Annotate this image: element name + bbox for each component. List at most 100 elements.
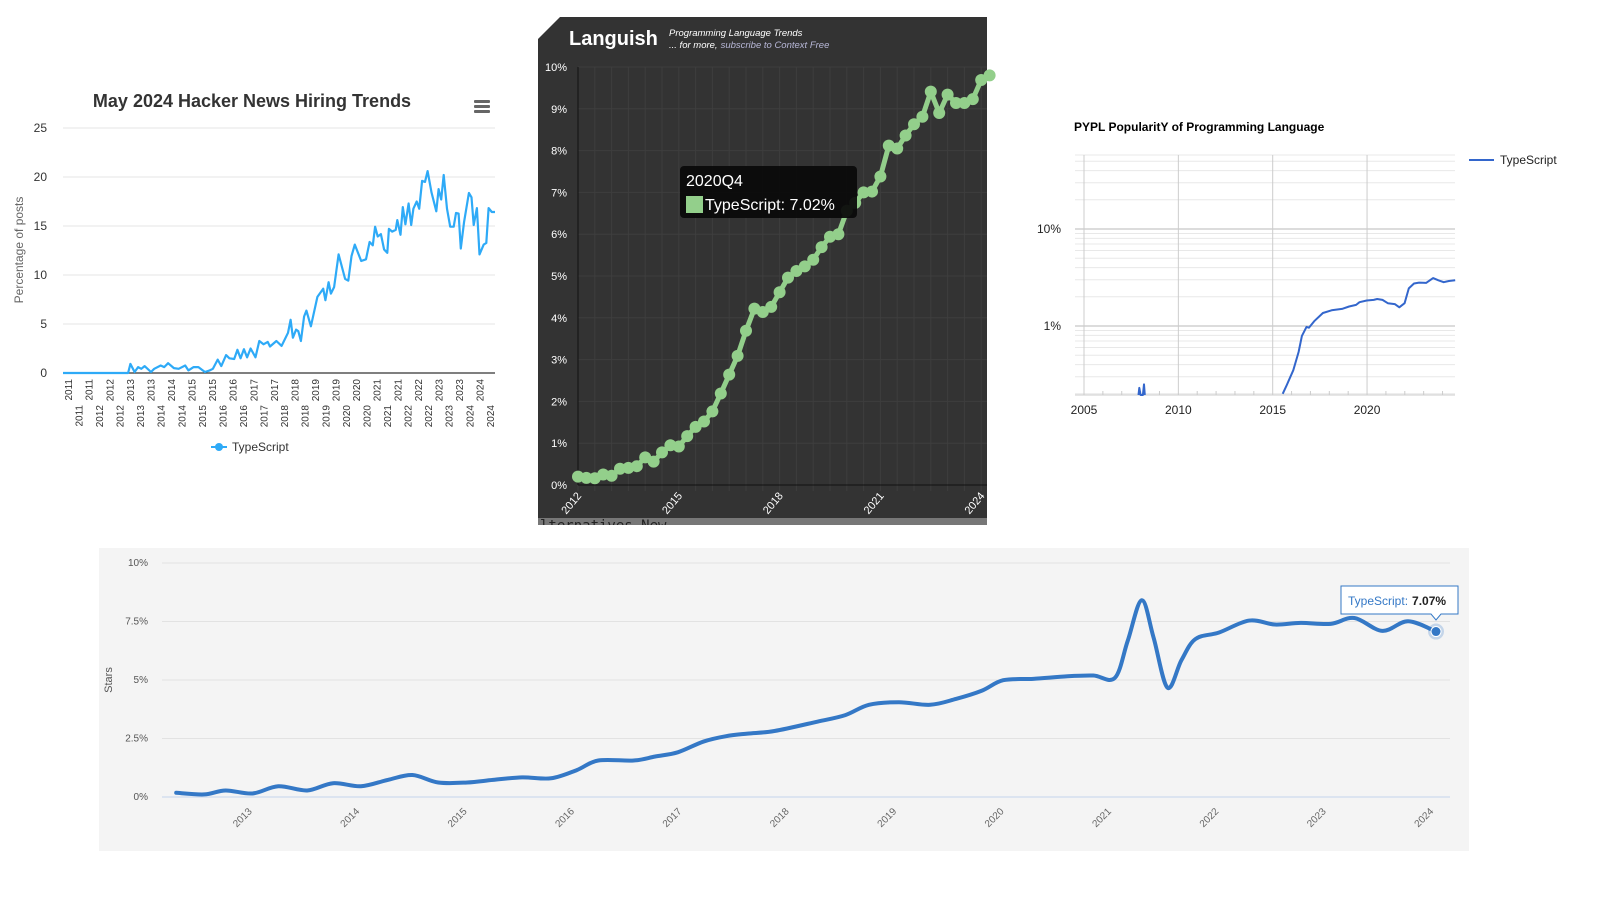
data-point[interactable] — [656, 446, 668, 459]
data-point[interactable] — [723, 368, 736, 381]
data-point[interactable] — [807, 253, 820, 266]
x-tick-label: 2015 — [198, 405, 209, 428]
x-tick-label: 2017 — [260, 405, 271, 428]
data-point[interactable] — [815, 241, 828, 254]
data-point[interactable] — [891, 142, 904, 155]
tooltip-box — [680, 166, 857, 218]
chart-subtitle: Programming Language Trends — [669, 28, 803, 39]
data-point[interactable] — [706, 405, 719, 418]
x-tick-label: 2020 — [352, 379, 363, 402]
data-point[interactable] — [782, 271, 794, 284]
x-tick-label: 2014 — [167, 379, 178, 402]
legend-item-typescript[interactable]: TypeScript — [211, 440, 289, 454]
data-point[interactable] — [681, 430, 694, 443]
y-tick-label: 25 — [34, 121, 48, 135]
x-tick-label: 2021 — [383, 405, 394, 428]
x-tick-label: 2020 — [362, 405, 373, 428]
x-tick-label: 2024 — [465, 405, 476, 428]
data-point[interactable] — [983, 69, 996, 82]
menu-bar — [474, 110, 490, 113]
chart-title: May 2024 Hacker News Hiring Trends — [93, 91, 411, 111]
data-point[interactable] — [714, 387, 727, 400]
subscribe-link[interactable]: subscribe to Context Free — [721, 40, 830, 51]
data-point[interactable] — [731, 349, 744, 362]
x-tick-label: 2019 — [321, 405, 332, 428]
data-point[interactable] — [866, 185, 878, 198]
y-tick-label: 1% — [551, 438, 567, 450]
y-tick-label: 5% — [551, 271, 567, 283]
data-point[interactable] — [941, 88, 954, 101]
y-tick-label: 0% — [134, 792, 149, 803]
data-point[interactable] — [916, 110, 929, 123]
data-point[interactable] — [899, 129, 912, 142]
data-point[interactable] — [933, 106, 946, 119]
legend-item-typescript[interactable]: TypeScript — [1469, 153, 1557, 167]
tooltip-series-label: TypeScript: — [1348, 594, 1408, 608]
data-point[interactable] — [630, 460, 643, 473]
x-tick-label: 2013 — [126, 379, 137, 402]
hamburger-menu-icon[interactable] — [474, 100, 490, 113]
x-tick-label: 2016 — [239, 405, 250, 428]
x-tick-label: 2021 — [393, 379, 404, 402]
tooltip: 2020Q4 TypeScript: 7.02% — [680, 166, 857, 218]
chart-title: Languish — [569, 28, 658, 50]
x-tick-label: 2010 — [1165, 403, 1192, 417]
y-tick-label: 10% — [1037, 222, 1061, 236]
legend-label: TypeScript — [1500, 153, 1557, 167]
data-point[interactable] — [605, 469, 618, 482]
y-tick-label: 10 — [34, 268, 48, 282]
languish-chart: Languish Programming Language Trends... f… — [538, 17, 996, 534]
x-tick-label: 2011 — [74, 405, 85, 427]
y-tick-label: 6% — [551, 229, 567, 241]
y-tick-label: 2.5% — [125, 734, 148, 745]
tooltip: TypeScript: 7.07% — [1340, 585, 1459, 621]
data-point[interactable] — [966, 93, 979, 106]
x-tick-label: 2016 — [229, 379, 240, 402]
x-tick-label: 2024 — [486, 405, 497, 428]
y-tick-label: 7.5% — [125, 617, 148, 628]
tooltip-text: TypeScript: 7.07% — [1348, 594, 1446, 608]
subtitle-prefix: ... for more, — [669, 40, 718, 51]
legend-label: TypeScript — [232, 440, 289, 454]
x-tick-label: 2022 — [414, 379, 425, 402]
y-tick-label: 10% — [545, 62, 567, 74]
x-tick-label: 2012 — [116, 405, 127, 428]
tooltip-title: 2020Q4 — [686, 173, 743, 190]
data-point[interactable] — [647, 455, 660, 468]
data-point[interactable] — [798, 260, 811, 273]
y-tick-label: 3% — [551, 355, 567, 367]
x-tick-label: 2005 — [1071, 403, 1098, 417]
data-point[interactable] — [740, 324, 752, 337]
tooltip-value: 7.07% — [1412, 594, 1446, 608]
pypl-chart: PYPL PopularitY of Programming Language 1… — [1037, 120, 1557, 417]
x-tick-label: 2018 — [280, 405, 291, 428]
data-point[interactable] — [908, 118, 920, 131]
menu-bar — [474, 100, 490, 103]
data-point[interactable] — [950, 96, 962, 109]
y-tick-label: 5% — [134, 675, 149, 686]
hover-data-point[interactable] — [1430, 626, 1442, 638]
x-tick-label: 2022 — [404, 405, 415, 428]
series-line-typescript — [63, 170, 495, 375]
tooltip-color-swatch — [686, 196, 703, 213]
x-tick-label: 2018 — [301, 405, 312, 428]
y-tick-label: 1% — [1044, 319, 1062, 333]
data-point[interactable] — [698, 415, 710, 428]
y-tick-label: 0% — [551, 480, 567, 492]
data-point[interactable] — [874, 170, 887, 183]
x-tick-label: 2014 — [157, 405, 168, 428]
underlying-page-text: lternatives New — [540, 518, 667, 534]
x-tick-label: 2021 — [373, 379, 384, 402]
data-point[interactable] — [765, 300, 778, 313]
y-tick-label: 9% — [551, 104, 567, 116]
data-point[interactable] — [773, 286, 786, 299]
y-tick-label: 20 — [34, 170, 48, 184]
chart-subtitle-line2: ... for more, subscribe to Context Free — [669, 40, 829, 51]
data-point[interactable] — [832, 228, 845, 241]
data-point[interactable] — [672, 440, 685, 453]
y-tick-label: 15 — [34, 219, 48, 233]
data-point[interactable] — [924, 85, 937, 98]
x-tick-label: 2011 — [64, 379, 75, 401]
